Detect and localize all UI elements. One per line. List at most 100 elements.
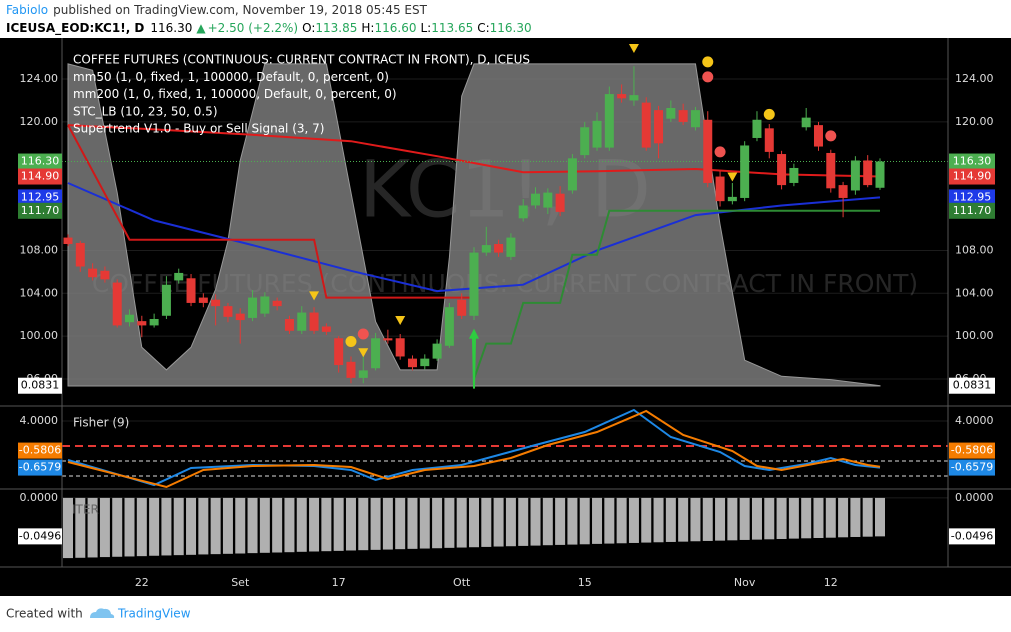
iter-bar [284, 497, 295, 553]
iter-bar [395, 497, 406, 550]
buy-signal [469, 328, 479, 389]
iter-bar [358, 497, 369, 551]
iter-bar [702, 497, 713, 541]
candle-body [801, 117, 811, 128]
iter-bar [838, 497, 849, 538]
price-badge [949, 459, 995, 476]
iter-bar [419, 497, 430, 549]
candle-body [604, 94, 614, 148]
candle-body [297, 312, 307, 331]
price-badge [18, 459, 62, 476]
price-badge [949, 528, 995, 545]
price-badge-label: 112.95 [21, 190, 60, 203]
candle-body [580, 127, 590, 156]
candle-body [740, 145, 750, 198]
quote-line: ICEUSA_EOD:KC1!, D 116.30 ▲ +2.50 (+2.2%) O:… [6, 21, 532, 36]
candle-body [75, 242, 85, 267]
legend-line: mm50 (1, 0, fixed, 1, 100000, Default, 0… [73, 70, 389, 84]
candle-body [654, 110, 664, 144]
candle-body [211, 299, 221, 307]
candle-body [850, 160, 860, 191]
back-layer [62, 63, 948, 559]
pane-title: ITER [72, 503, 99, 517]
price-badge [949, 168, 995, 185]
candle-body [518, 205, 528, 219]
iter-bar [788, 497, 799, 539]
candle-body [727, 196, 737, 202]
iter-bar [505, 497, 516, 547]
watermark-sub: COFFEE FUTURES (CONTINUOUS: CURRENT CONT… [92, 269, 918, 298]
iter-bar [247, 497, 258, 554]
candle-body [703, 119, 713, 183]
iter-bar [149, 497, 160, 556]
candle-body [444, 307, 454, 346]
candle-body [125, 314, 135, 323]
candle-body [567, 158, 577, 191]
candle-body [383, 338, 393, 341]
candle-body [186, 278, 196, 303]
candle-body [715, 176, 725, 202]
iter-bar [727, 497, 738, 541]
y-tick-label: 120.00 [20, 115, 59, 128]
supertrend-down-line [67, 124, 474, 299]
candle-body [875, 161, 885, 188]
y-tick-label: 4.0000 [20, 414, 59, 427]
iter-bar [407, 497, 418, 549]
yellow-circle [763, 108, 775, 120]
iter-bar [382, 497, 393, 550]
iter-bar [272, 497, 283, 553]
red-circle [702, 71, 714, 83]
iter-bar [124, 497, 135, 557]
legend-line: Supertrend V1.0 - Buy or Sell Signal (3,… [73, 122, 324, 136]
candle-body [112, 282, 122, 326]
change: +2.50 (+2.2%) [208, 21, 299, 35]
candle-body [592, 120, 602, 148]
author[interactable]: Fabiolo [6, 3, 48, 17]
iter-bar [99, 497, 110, 558]
price-badge [18, 202, 62, 219]
iter-bar [481, 497, 492, 547]
iter-bar [444, 497, 455, 548]
candle-body [161, 284, 171, 316]
ohlc-value: 113.65 [431, 21, 473, 35]
iter-bar [751, 497, 762, 540]
candle-body [531, 193, 541, 206]
watermark: KC1!, D [359, 145, 651, 235]
candle-body [149, 318, 159, 326]
price-badge-label: 111.70 [953, 204, 992, 217]
ohlc-value: 113.85 [315, 21, 357, 35]
candle-body [284, 318, 294, 331]
candle-body [690, 110, 700, 128]
price-badge [949, 202, 995, 219]
price-badge [18, 189, 62, 206]
iter-bar [235, 497, 246, 554]
candle-body [346, 361, 356, 378]
iter-bar [665, 497, 676, 542]
candle-body [752, 119, 762, 138]
footer-created: Created with [6, 607, 83, 621]
candle-body [248, 297, 258, 318]
candle-body [629, 95, 639, 101]
y-tick-label: 0.0000 [955, 491, 994, 504]
iter-bar [518, 497, 529, 546]
mm50-line [67, 124, 881, 178]
iter-bar [333, 497, 344, 551]
candle-body [321, 326, 331, 332]
label-layer: 124.00 124.00 120.00 120.00 108.00 108.00 104.… [18, 53, 995, 589]
price-badge-label: 114.90 [953, 170, 992, 183]
candle-body [617, 94, 627, 99]
ohlc-label: O: [302, 21, 315, 35]
brand-logo[interactable] [90, 608, 115, 618]
iter-bar [112, 497, 123, 557]
candle-body [358, 370, 368, 378]
candle-body [407, 358, 417, 368]
price-badge-label: -0.6579 [19, 461, 61, 474]
footer-brand[interactable]: TradingView [117, 607, 191, 621]
candle-body [543, 192, 553, 208]
iter-bar [173, 497, 184, 556]
iter-bar [801, 497, 812, 539]
legend-line: mm200 (1, 0, fixed, 1, 100000, Default, … [73, 87, 397, 101]
ohlc-label: C: [477, 21, 489, 35]
symbol: ICEUSA_EOD:KC1!, D [6, 21, 144, 36]
candle-body [420, 358, 430, 367]
